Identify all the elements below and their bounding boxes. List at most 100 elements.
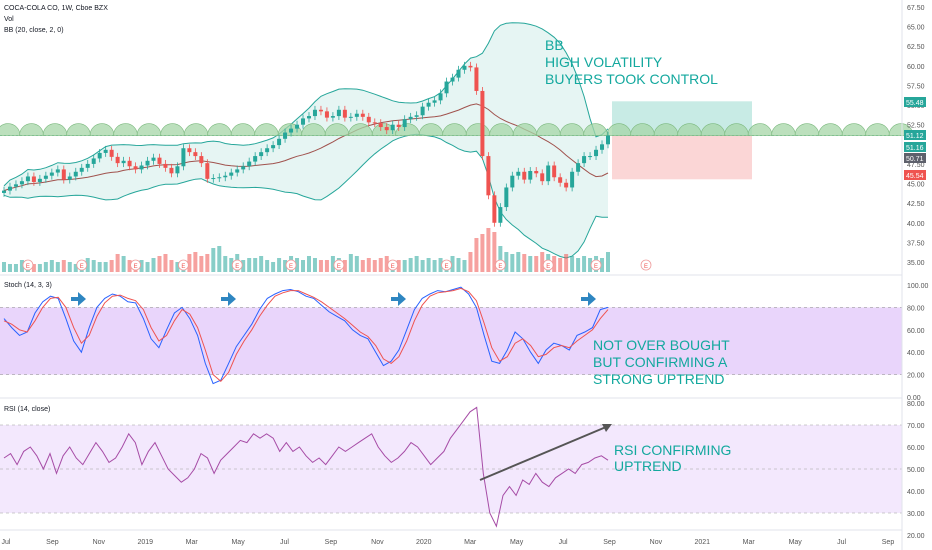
price-tick-label: 60.00 [907, 64, 925, 71]
volume-bar [211, 248, 216, 272]
candle [139, 161, 144, 174]
resistance-arc [42, 123, 68, 136]
stoch-tick-label: 60.00 [907, 328, 925, 335]
candle [85, 160, 90, 172]
volume-bar [492, 232, 497, 272]
arrow-right-icon [581, 292, 596, 306]
bb-label[interactable]: BB (20, close, 2, 0) [4, 27, 64, 34]
candle [516, 167, 521, 180]
candle-body [133, 166, 138, 170]
volume-bar [121, 256, 126, 272]
symbol-label[interactable]: COCA-COLA CO, 1W, Cboe BZX [4, 5, 108, 12]
candle [384, 123, 389, 135]
candle [594, 145, 599, 160]
candle [432, 96, 437, 107]
volume-bar [582, 256, 587, 272]
time-tick-label: Jul [280, 539, 289, 546]
candle-body [265, 148, 270, 153]
volume-bar [283, 260, 288, 272]
candle-body [576, 163, 581, 172]
earnings-marker-label: E [80, 264, 84, 270]
candle-body [414, 115, 419, 117]
volume-bar [372, 260, 377, 272]
earnings-marker [542, 259, 554, 271]
rsi-label[interactable]: RSI (14, close) [4, 406, 50, 413]
candle-body [121, 160, 126, 164]
vol-label[interactable]: Vol [4, 16, 14, 23]
anno-stoch-2: BUT CONFIRMING A [593, 354, 728, 370]
candle-body [85, 163, 90, 168]
candle [223, 171, 228, 182]
candle [19, 177, 24, 189]
candle-body [594, 149, 599, 157]
price-pane[interactable] [0, 22, 914, 259]
volume-bar [576, 258, 581, 272]
candle-body [516, 171, 521, 176]
time-tick-label: May [510, 539, 524, 546]
candle-body [372, 122, 377, 124]
volume-bar [139, 260, 144, 272]
resistance-arc [794, 123, 820, 136]
candle [265, 144, 270, 157]
candle-body [360, 113, 365, 117]
candle-body [181, 148, 186, 167]
candle [37, 174, 42, 186]
candle-body [229, 172, 234, 176]
volume-bar [408, 258, 413, 272]
stoch-tick-label: 80.00 [907, 305, 925, 312]
candle [342, 105, 347, 122]
svg-text:51.16: 51.16 [906, 145, 924, 152]
svg-text:55.48: 55.48 [906, 100, 924, 107]
candle [199, 152, 204, 168]
earnings-marker [590, 259, 602, 271]
candle [151, 153, 156, 165]
time-tick-label: Nov [93, 539, 106, 546]
resistance-arc [771, 123, 796, 136]
volume-bar [175, 262, 180, 272]
volume-bar [456, 258, 461, 272]
volume-bar [145, 262, 150, 272]
candle-body [241, 166, 246, 170]
candle [277, 134, 282, 150]
resistance-arc [113, 123, 138, 136]
volume-bar [7, 264, 12, 272]
candle-body [486, 156, 491, 196]
volume-bar [169, 260, 174, 272]
candle-body [115, 156, 120, 164]
candle-body [480, 90, 485, 157]
candle [408, 112, 413, 124]
resistance-arc [160, 123, 185, 136]
candle [498, 203, 503, 227]
time-tick-label: Jul [2, 539, 11, 546]
candle-body [31, 176, 36, 182]
candle-body [588, 156, 593, 158]
candle-body [420, 106, 425, 116]
stoch-pane[interactable] [0, 286, 902, 385]
price-tag-current: 51.12 [904, 130, 926, 140]
stoch-label[interactable]: Stoch (14, 3, 3) [4, 282, 52, 289]
candle-body [444, 81, 449, 94]
candle-body [127, 160, 132, 167]
candle-body [2, 190, 6, 193]
resistance-arc [865, 123, 890, 136]
earnings-marker-label: E [337, 264, 341, 270]
volume-bar [259, 256, 264, 272]
rsi-pane[interactable] [0, 406, 902, 528]
candle-body [522, 171, 527, 180]
volume-bar [402, 260, 407, 272]
candle [534, 167, 539, 178]
volume-bar [522, 254, 527, 272]
candle-body [295, 124, 300, 129]
time-tick-label: Sep [882, 539, 895, 546]
candle [372, 118, 377, 128]
volume-bar [61, 260, 66, 272]
candle [49, 168, 54, 180]
candle [456, 65, 461, 82]
candle [211, 174, 216, 183]
earnings-marker [22, 259, 34, 271]
candle [474, 63, 479, 95]
price-tick-label: 40.00 [907, 221, 925, 228]
candle [318, 105, 323, 116]
resistance-arc [818, 123, 843, 136]
